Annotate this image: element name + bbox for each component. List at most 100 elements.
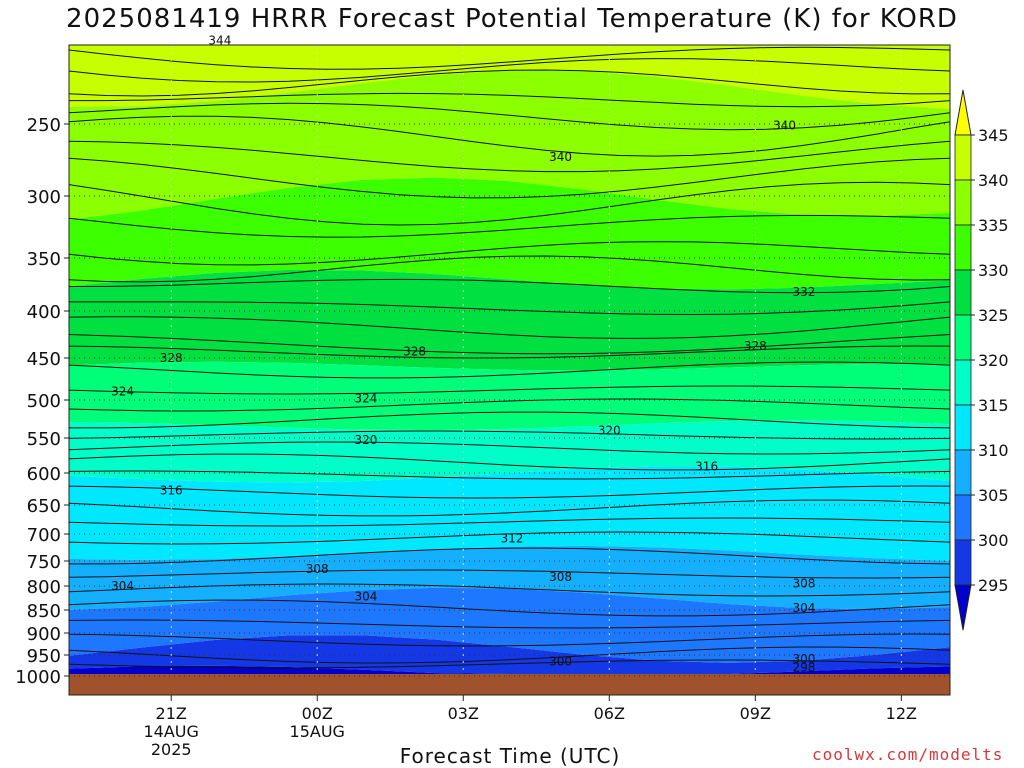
contour-line (69, 398, 950, 412)
contour-line (69, 214, 950, 238)
contour-label: 344 (208, 33, 231, 47)
y-tick-label: 1000 (15, 667, 61, 688)
plot-frame (68, 44, 951, 696)
y-tick-label: 900 (27, 624, 61, 645)
contour-label: 340 (549, 150, 572, 164)
contour-line (69, 453, 950, 471)
colorbar-label: 325 (978, 306, 1009, 325)
colorbar-swatch (954, 134, 972, 181)
contour-line (69, 58, 950, 83)
temperature-band (69, 45, 950, 109)
contour-line (69, 499, 950, 517)
temperature-band (69, 587, 950, 663)
y-tick-label: 500 (27, 391, 61, 412)
contour-line (69, 599, 950, 617)
contour-line (69, 470, 950, 480)
contour-line (69, 102, 950, 131)
contour-label: 308 (306, 562, 329, 576)
chart-title: 2025081419 HRRR Forecast Potential Tempe… (66, 4, 958, 34)
x-tick-label: 00Z (302, 704, 333, 723)
contour-label: 312 (500, 531, 523, 545)
temperature-band (69, 269, 950, 371)
colorbar-swatch (954, 449, 972, 496)
contour-label: 328 (160, 351, 183, 365)
contour-line (69, 441, 950, 455)
temperature-band (69, 466, 950, 561)
x-tick-label: 06Z (594, 704, 625, 723)
x-tick-year: 2025 (151, 740, 192, 759)
contour-line (69, 659, 950, 669)
colorbar-label: 335 (978, 216, 1009, 235)
contour-line (69, 157, 950, 199)
contour-line (69, 385, 950, 395)
colorbar-label: 315 (978, 396, 1009, 415)
colorbar-swatch (954, 269, 972, 316)
x-tick-label: 12Z (886, 704, 917, 723)
y-tick-label: 850 (27, 601, 61, 622)
colorbar-swatch (954, 359, 972, 406)
contour-line (69, 646, 950, 664)
contour-line (69, 619, 950, 629)
contour-line (69, 547, 950, 565)
contour-label: 300 (549, 655, 572, 669)
y-tick-label: 750 (27, 552, 61, 573)
ground-surface (69, 674, 950, 695)
contour-line (69, 92, 950, 108)
contour-label: 316 (160, 483, 183, 497)
temperature-band (69, 361, 950, 431)
contour-line (69, 411, 950, 429)
x-tick-date: 15AUG (290, 722, 345, 741)
y-tick-label: 250 (27, 115, 61, 136)
x-axis-label: Forecast Time (UTC) (399, 744, 621, 768)
contour-line (69, 316, 950, 339)
contour-line (69, 569, 950, 579)
contour-label: 340 (773, 118, 796, 132)
contour-label: 300 (793, 652, 816, 666)
y-tick-label: 600 (27, 464, 61, 485)
colorbar-label: 345 (978, 126, 1009, 145)
contour-line (69, 485, 950, 499)
contour-label: 316 (695, 460, 718, 474)
y-tick-label: 300 (27, 187, 61, 208)
contour-line (69, 69, 950, 97)
temperature-band (69, 420, 950, 483)
y-tick-label: 700 (27, 525, 61, 546)
contour-line (69, 46, 950, 70)
contour-label: 308 (549, 570, 572, 584)
contour-line (69, 241, 950, 266)
contour-label: 298 (793, 661, 816, 675)
contour-label: 320 (354, 433, 377, 447)
x-tick-label: 21Z (156, 704, 187, 723)
colorbar-swatch (954, 494, 972, 541)
y-tick-label: 550 (27, 429, 61, 450)
contour-label: 308 (793, 577, 816, 591)
contour-label: 332 (793, 285, 816, 299)
contour-label: 324 (354, 391, 377, 405)
contour-label: 328 (403, 344, 426, 358)
contour-line (69, 334, 950, 355)
temperature-band (69, 70, 950, 220)
contour-line (69, 181, 950, 226)
colorbar-swatch (954, 224, 972, 271)
contour-line (69, 517, 950, 527)
y-tick-label: 800 (27, 577, 61, 598)
colorbar-label: 295 (978, 576, 1009, 595)
colorbar-arrow-bottom (954, 584, 972, 631)
contour-label: 320 (598, 423, 621, 437)
x-tick-date: 14AUG (144, 722, 199, 741)
y-tick-label: 350 (27, 249, 61, 270)
contour-line (69, 278, 950, 294)
contour-line (69, 430, 950, 440)
colorbar-arrow-top (954, 89, 972, 136)
colorbar-swatch (954, 404, 972, 451)
y-tick-label: 450 (27, 349, 61, 370)
contour-line (69, 361, 950, 379)
x-tick-label: 03Z (448, 704, 479, 723)
contour-line (69, 633, 950, 647)
contour-label: 304 (354, 590, 377, 604)
x-tick-label: 09Z (740, 704, 771, 723)
colorbar-label: 310 (978, 441, 1009, 460)
contour-line (69, 115, 950, 157)
temperature-band (69, 177, 950, 290)
